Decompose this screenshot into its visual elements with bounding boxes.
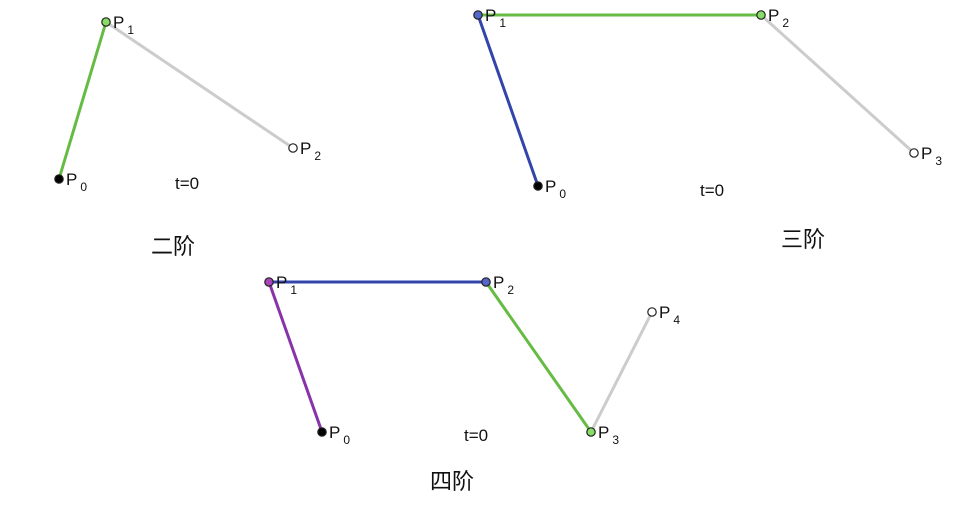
caption-second-order: 二阶 — [151, 235, 196, 260]
point-label-letter: P — [659, 303, 670, 322]
point-label-subscript: 1 — [499, 16, 506, 30]
control-segment-0-1 — [267, 280, 324, 434]
point-label-subscript: 1 — [290, 283, 297, 297]
control-segment-3-4 — [589, 310, 654, 434]
control-point-1 — [101, 17, 111, 27]
point-label-letter: P — [66, 170, 77, 189]
point-label-subscript: 2 — [782, 16, 789, 30]
bezier-diagram-2: P 0P 1 P 2P 3P 4t=0 — [264, 273, 680, 447]
point-label-letter: P — [545, 177, 556, 196]
point-label-subscript: 2 — [314, 149, 321, 163]
point-label-letter: P — [598, 423, 609, 442]
control-point-4 — [647, 307, 657, 317]
control-point-2 — [481, 277, 491, 287]
control-point-0 — [54, 174, 64, 184]
point-label-subscript: 2 — [507, 283, 514, 297]
control-point-0 — [317, 427, 327, 437]
control-segment-0-1 — [57, 20, 108, 181]
point-label-subscript: 3 — [935, 154, 942, 168]
control-segment-0-1 — [476, 13, 540, 188]
point-label-letter: P — [113, 13, 124, 32]
control-point-3 — [909, 148, 919, 158]
parameter-t-label: t=0 — [175, 174, 199, 193]
point-label-subscript: 0 — [559, 187, 566, 201]
point-label-letter: P — [921, 144, 932, 163]
control-segment-2-3 — [759, 13, 916, 155]
bezier-diagram-1: P 0P 1 P 2P 3t=0 — [473, 6, 942, 201]
control-point-1 — [473, 10, 483, 20]
point-label-letter: P — [329, 423, 340, 442]
point-label-subscript: 1 — [127, 23, 134, 37]
control-point-2 — [288, 143, 298, 153]
point-label-subscript: 0 — [80, 180, 87, 194]
point-label-letter: P — [276, 273, 287, 292]
caption-third-order: 三阶 — [781, 228, 826, 253]
control-point-3 — [586, 427, 596, 437]
point-label-subscript: 3 — [612, 433, 619, 447]
control-point-2 — [756, 10, 766, 20]
control-point-0 — [533, 181, 543, 191]
caption-fourth-order: 四阶 — [430, 470, 475, 495]
point-label-letter: P — [493, 273, 504, 292]
point-label-letter: P — [485, 6, 496, 25]
parameter-t-label: t=0 — [700, 181, 724, 200]
control-segment-2-3 — [484, 280, 593, 434]
bezier-diagram-0: P 0P 1P 2t=0 — [54, 13, 321, 194]
point-label-letter: P — [300, 139, 311, 158]
point-label-subscript: 4 — [673, 313, 680, 327]
point-label-letter: P — [768, 6, 779, 25]
control-segment-1-2 — [104, 20, 295, 150]
parameter-t-label: t=0 — [464, 426, 488, 445]
point-label-subscript: 0 — [343, 433, 350, 447]
control-point-1 — [264, 277, 274, 287]
